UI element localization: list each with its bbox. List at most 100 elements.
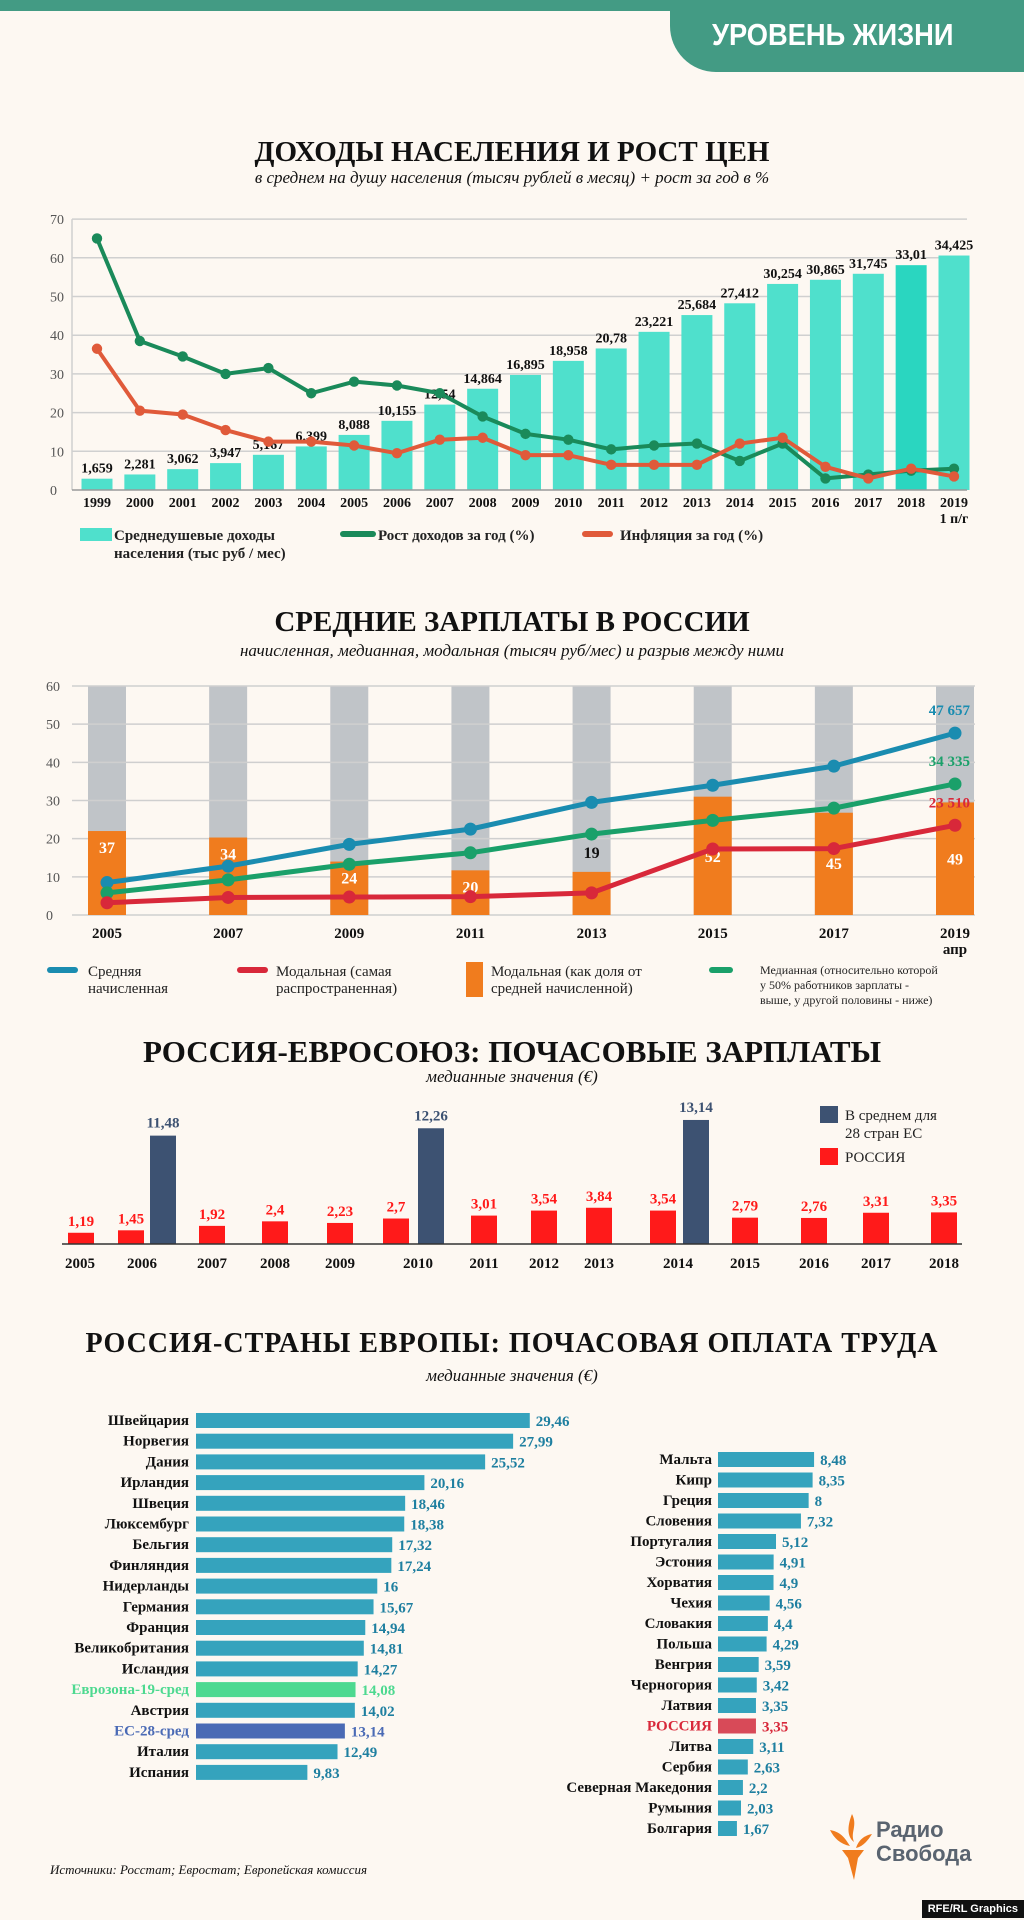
left-country-value: 12,49 bbox=[344, 1745, 378, 1761]
legend-modal-label: распространенная) bbox=[276, 981, 397, 997]
income-bar-label: 3,062 bbox=[167, 452, 199, 467]
left-country-value: 14,02 bbox=[361, 1704, 395, 1720]
modal-share-label: 24 bbox=[341, 871, 357, 888]
inflation-line-point bbox=[863, 473, 874, 484]
right-country-label: РОССИЯ bbox=[647, 1719, 712, 1735]
left-country-bar bbox=[196, 1661, 358, 1677]
right-country-bar bbox=[718, 1452, 815, 1467]
median-wage-line-point bbox=[342, 857, 356, 871]
left-country-label: Австрия bbox=[131, 1703, 189, 1719]
x-tick-label: 2019 bbox=[940, 496, 968, 511]
legend-russia-label: РОССИЯ bbox=[845, 1150, 905, 1166]
income-bar bbox=[81, 478, 113, 490]
inflation-line-point bbox=[520, 449, 531, 461]
income-bar-label: 1,659 bbox=[81, 462, 113, 477]
left-country-value: 14,27 bbox=[364, 1662, 398, 1678]
right-country-bar bbox=[718, 1513, 801, 1529]
income-bar-label: 10,155 bbox=[378, 404, 417, 419]
growth-line-point bbox=[948, 463, 960, 474]
y-tick-label: 10 bbox=[46, 871, 60, 886]
russia-bar-label: 3,35 bbox=[931, 1193, 957, 1209]
russia-bar bbox=[199, 1225, 225, 1244]
inflation-line-point bbox=[91, 343, 103, 354]
median-wage-line-point bbox=[948, 777, 962, 791]
left-country-value: 29,46 bbox=[536, 1414, 570, 1430]
modal-share-label: 34 bbox=[220, 847, 236, 864]
section-tag: УРОВЕНЬ ЖИЗНИ bbox=[670, 0, 1024, 72]
right-country-label: Хорватия bbox=[646, 1575, 712, 1591]
russia-bar-label: 1,45 bbox=[118, 1211, 144, 1227]
median-wage-line-point bbox=[100, 886, 114, 900]
average-wage-line-end-label: 47 657 bbox=[929, 703, 971, 719]
growth-line-point bbox=[691, 438, 703, 449]
chart4-title: РОССИЯ-СТРАНЫ ЕВРОПЫ: ПОЧАСОВАЯ ОПЛАТА Т… bbox=[85, 1328, 939, 1359]
left-country-label: Еврозона-19-сред bbox=[71, 1682, 189, 1698]
russia-bar bbox=[863, 1212, 889, 1244]
x-tick-label: 2010 bbox=[554, 496, 582, 511]
x-tick-label: 2011 bbox=[469, 1256, 498, 1272]
left-country-bar bbox=[196, 1640, 364, 1656]
average-wage-line bbox=[106, 730, 956, 886]
left-country-bar bbox=[196, 1764, 308, 1780]
right-country-label: Греция bbox=[663, 1493, 712, 1509]
left-country-bar bbox=[196, 1578, 378, 1594]
russia-bar bbox=[327, 1222, 353, 1244]
inflation-line-point bbox=[263, 436, 274, 447]
left-country-bar bbox=[196, 1495, 406, 1511]
right-country-bar bbox=[718, 1575, 774, 1590]
right-country-value: 3,35 bbox=[762, 1720, 788, 1736]
x-tick-label: 2007 bbox=[426, 496, 454, 511]
right-country-bar bbox=[718, 1595, 770, 1611]
y-tick-label: 40 bbox=[46, 756, 60, 771]
right-country-label: Словения bbox=[645, 1514, 712, 1530]
chart2-title: СРЕДНИЕ ЗАРПЛАТЫ В РОССИИ bbox=[274, 606, 750, 638]
sources-note: Источники: Росстат; Евростат; Европейска… bbox=[50, 1862, 368, 1877]
right-country-bar bbox=[718, 1554, 774, 1570]
russia-bar-label: 2,23 bbox=[327, 1204, 353, 1220]
modal-wage-line-point bbox=[827, 842, 841, 856]
median-wage-line-point bbox=[827, 801, 841, 815]
income-bar-label: 33,01 bbox=[895, 248, 927, 263]
x-tick-label: 2009 bbox=[512, 496, 540, 511]
legend-income-label: населения (тыс руб / мес) bbox=[114, 546, 286, 562]
income-bar-label: 2,281 bbox=[124, 457, 156, 472]
growth-line-point bbox=[306, 388, 317, 399]
legend-median-label: Медианная (относительно которой bbox=[760, 963, 938, 977]
right-country-label: Венгрия bbox=[655, 1657, 712, 1673]
chart2-subtitle: начисленная, медианная, модальная (тысяч… bbox=[239, 641, 785, 660]
income-bar bbox=[767, 283, 799, 490]
right-country-value: 7,32 bbox=[807, 1515, 833, 1531]
income-bar bbox=[938, 255, 970, 490]
modal-wage-line-point bbox=[342, 890, 356, 904]
average-wage-line-point bbox=[585, 795, 599, 809]
right-country-bar bbox=[718, 1677, 757, 1693]
right-country-value: 4,9 bbox=[780, 1576, 799, 1592]
x-tick-label: 2012 bbox=[529, 1256, 559, 1272]
x-tick-label: 2005 bbox=[340, 496, 368, 511]
inflation-line-point bbox=[134, 405, 146, 416]
legend-russia-swatch bbox=[820, 1148, 838, 1165]
right-country-label: Мальта bbox=[659, 1452, 712, 1468]
average-wage-line-point bbox=[706, 778, 720, 792]
income-bar-label: 20,78 bbox=[595, 331, 627, 346]
right-country-value: 3,11 bbox=[759, 1740, 784, 1756]
left-country-label: Нидерланды bbox=[103, 1579, 190, 1595]
modal-wage-line-point bbox=[463, 890, 477, 904]
x-tick-label: 2003 bbox=[254, 496, 282, 511]
right-country-bar bbox=[718, 1472, 813, 1488]
growth-line-point bbox=[563, 434, 574, 445]
modal-wage-line-point bbox=[100, 896, 114, 910]
legend-median-label: выше, у другой половины - ниже) bbox=[760, 993, 932, 1007]
right-country-label: Румыния bbox=[648, 1801, 712, 1817]
left-country-label: Италия bbox=[137, 1744, 189, 1760]
left-country-value: 18,38 bbox=[410, 1518, 444, 1534]
median-wage-line bbox=[106, 781, 956, 896]
income-bar-label: 16,895 bbox=[506, 358, 545, 373]
modal-wage-line-point bbox=[221, 890, 235, 904]
left-country-label: Финляндия bbox=[109, 1558, 189, 1574]
average-wage-line-point bbox=[342, 837, 356, 851]
income-bar-label: 23,221 bbox=[635, 315, 674, 330]
russia-bar bbox=[931, 1212, 957, 1244]
right-country-bar bbox=[718, 1800, 741, 1816]
right-country-bar bbox=[718, 1616, 768, 1631]
